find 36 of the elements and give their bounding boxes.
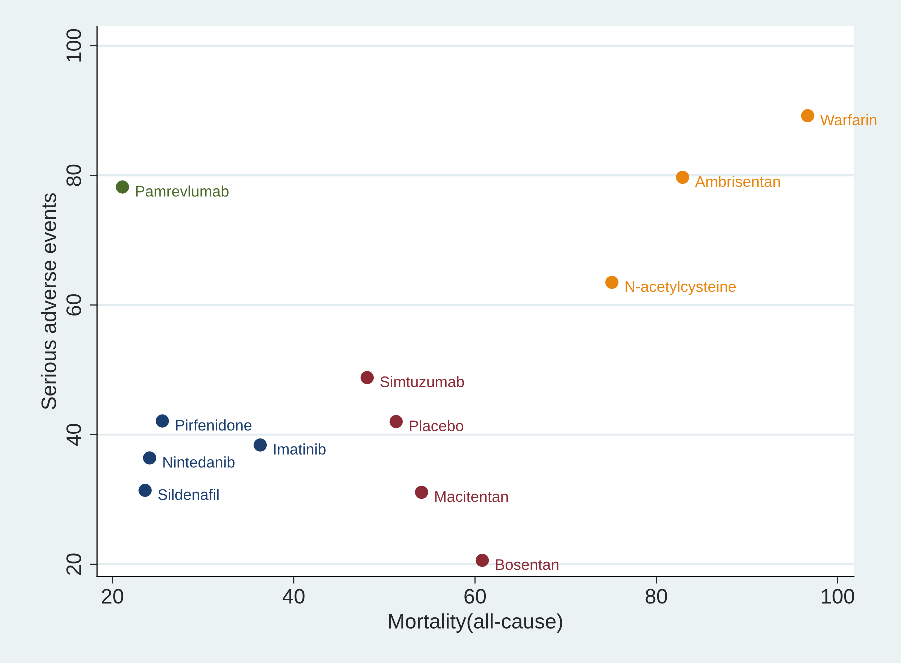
annotation: Macitentan [436,490,508,502]
x-tick-label: 20 [102,589,124,604]
point [156,414,170,428]
annotation: Simtuzumab [380,376,464,388]
annotation: Pirfenidone [176,420,252,431]
point [254,438,268,452]
annotation: Imatinib [274,444,326,455]
annotation: Sildenafil [158,489,219,500]
point [116,180,130,194]
x-tick-label: 60 [464,589,486,604]
point [390,415,404,428]
x-axis-title: Mortality(all-cause) [389,614,562,634]
point [415,486,428,500]
annotation: Placebo [410,420,464,432]
x-tick-label: 40 [282,589,305,604]
x-tick-label: 80 [646,589,668,604]
point [138,484,152,498]
point [143,452,156,465]
point [801,109,815,123]
annotation: Bosentan [496,560,559,570]
y-tick-label: 80 [66,164,82,186]
point [676,170,690,184]
point [476,554,490,568]
point [360,371,374,384]
point [606,276,619,290]
y-tick-label: 100 [66,29,82,62]
y-axis-title: Serious adverse events [41,194,56,410]
annotation: Pamrevlumab [136,186,229,197]
annotation: N-acetylcysteine [626,280,736,296]
annotation: Nintedanib [164,456,235,468]
annotation: Ambrisentan [695,176,780,188]
annotation: Warfarin [820,114,877,126]
y-tick-label: 20 [66,554,82,576]
x-tick-label: 100 [822,589,854,604]
y-tick-label: 60 [66,294,82,316]
y-tick-label: 40 [66,424,82,446]
